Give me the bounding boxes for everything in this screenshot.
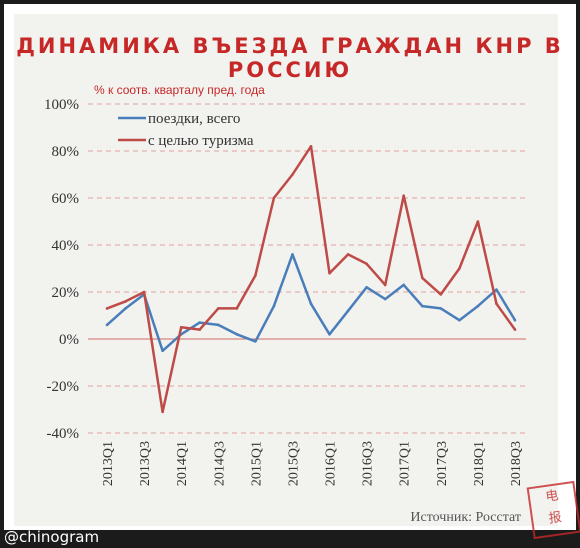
data-point [161, 410, 164, 414]
y-tick-label: 100% [44, 97, 79, 113]
data-point [495, 302, 498, 306]
data-point [254, 340, 257, 343]
legend-label: поездки, всего [148, 111, 240, 127]
data-point [124, 300, 127, 303]
data-point [439, 307, 443, 310]
y-tick-label: -40% [47, 426, 80, 442]
x-tick-label: 2014Q3 [212, 441, 227, 486]
data-point [309, 302, 313, 306]
series-group [105, 145, 517, 414]
data-point [105, 307, 109, 310]
data-point [198, 321, 202, 324]
data-point [476, 220, 480, 223]
data-point [328, 333, 331, 336]
data-point [235, 333, 239, 336]
legend-label: с целью туризма [148, 133, 254, 149]
x-tick-label: 2013Q3 [138, 441, 153, 486]
y-tick-label: 20% [52, 285, 80, 301]
y-tick-label: 80% [52, 144, 80, 160]
data-point [291, 253, 294, 256]
x-tick-label: 2017Q3 [435, 441, 450, 486]
data-point [105, 323, 109, 327]
x-tick-label: 2015Q3 [286, 441, 301, 486]
data-point [346, 253, 350, 256]
data-point [216, 323, 220, 327]
series-line [106, 145, 517, 414]
data-point [513, 328, 517, 331]
y-axis-label: % к соотв. кварталу пред. года [94, 83, 265, 97]
data-point [235, 307, 239, 310]
data-point [124, 307, 127, 310]
x-tick-label: 2017Q1 [398, 441, 413, 486]
credit-label: @chinogram [4, 528, 100, 546]
y-tick-label: -20% [47, 379, 80, 395]
y-tick-label: 40% [52, 238, 80, 254]
x-tick-label: 2014Q1 [175, 441, 190, 486]
data-point [476, 304, 480, 308]
data-point [142, 290, 146, 294]
data-point [420, 276, 424, 280]
data-point [439, 293, 443, 296]
data-point [179, 325, 183, 329]
x-tick-label: 2018Q1 [472, 441, 487, 486]
data-point [383, 283, 387, 287]
data-point [402, 194, 406, 197]
x-tick-label: 2015Q1 [249, 441, 264, 486]
stamp: 电报 [526, 480, 580, 540]
data-point [383, 297, 387, 301]
data-point [328, 271, 331, 275]
data-point [309, 145, 313, 148]
data-point [495, 288, 498, 291]
legend: поездки, всего с целью туризма [118, 111, 254, 149]
x-tick-label: 2016Q1 [324, 441, 339, 486]
data-point [254, 274, 257, 277]
data-point [291, 173, 294, 176]
data-point [402, 283, 406, 287]
data-point [365, 286, 368, 289]
data-point [161, 349, 164, 353]
data-point [365, 262, 368, 266]
chart-title: ДИНАМИКА ВЪЕЗДА ГРАЖДАН КНР В РОССИЮ [16, 34, 564, 82]
y-tick-label: 60% [52, 191, 80, 207]
data-point [346, 309, 350, 313]
data-point [272, 196, 276, 200]
x-tick-label: 2018Q3 [509, 441, 524, 486]
x-tick-label: 2016Q3 [361, 441, 376, 486]
x-tick-label: 2013Q1 [101, 441, 116, 486]
y-axis: -40% -20% 0% 20% 40% 60% 80% 100% [44, 97, 79, 442]
data-point [458, 267, 461, 270]
data-point [198, 328, 202, 331]
y-tick-label: 0% [59, 332, 79, 348]
data-point [513, 318, 517, 322]
source-note: Источник: Росстат [410, 510, 521, 525]
data-point [420, 304, 424, 308]
data-point [216, 307, 220, 310]
x-axis: 2013Q1 2013Q3 2014Q1 2014Q3 2015Q1 2015Q3 2016… [101, 441, 524, 486]
data-point [458, 318, 461, 322]
data-point [272, 304, 276, 308]
